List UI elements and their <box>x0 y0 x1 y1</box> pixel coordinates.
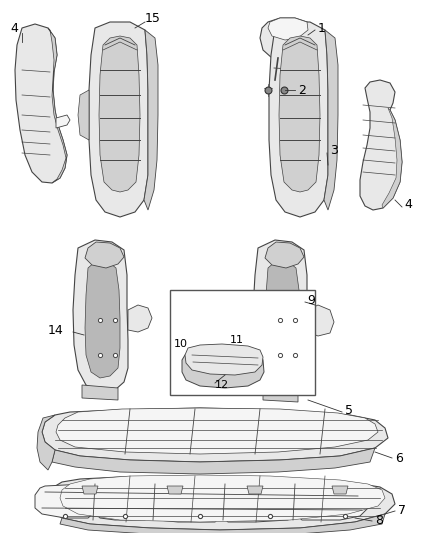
Polygon shape <box>15 24 67 183</box>
Polygon shape <box>99 36 140 192</box>
Polygon shape <box>182 348 264 388</box>
Polygon shape <box>56 408 378 454</box>
Polygon shape <box>82 385 118 400</box>
Polygon shape <box>332 486 348 494</box>
Polygon shape <box>37 415 55 470</box>
Polygon shape <box>260 18 313 62</box>
Polygon shape <box>265 260 300 378</box>
Text: 1: 1 <box>318 21 326 35</box>
Polygon shape <box>253 240 308 392</box>
Text: 7: 7 <box>398 504 406 516</box>
Text: 9: 9 <box>307 294 315 306</box>
Polygon shape <box>73 240 128 392</box>
Polygon shape <box>279 36 320 192</box>
Polygon shape <box>167 486 183 494</box>
Polygon shape <box>48 28 67 183</box>
Polygon shape <box>144 30 158 210</box>
Polygon shape <box>268 18 308 40</box>
Polygon shape <box>89 22 148 217</box>
Polygon shape <box>324 30 338 210</box>
Text: 3: 3 <box>330 143 338 157</box>
Text: 12: 12 <box>215 380 229 390</box>
Bar <box>170 290 315 395</box>
Text: 15: 15 <box>145 12 161 25</box>
Polygon shape <box>82 486 98 494</box>
Polygon shape <box>360 80 402 210</box>
Text: 8: 8 <box>375 513 383 527</box>
Polygon shape <box>35 483 368 522</box>
Text: 4: 4 <box>404 198 412 212</box>
Text: 5: 5 <box>345 403 353 416</box>
Text: 14: 14 <box>48 324 64 336</box>
Text: 6: 6 <box>395 451 403 464</box>
Polygon shape <box>78 90 89 140</box>
Polygon shape <box>60 514 385 533</box>
Polygon shape <box>56 115 70 128</box>
Polygon shape <box>269 22 328 217</box>
Text: 4: 4 <box>10 21 18 35</box>
Polygon shape <box>60 475 385 522</box>
Text: 2: 2 <box>298 84 306 96</box>
Polygon shape <box>48 476 395 530</box>
Text: 11: 11 <box>230 335 244 345</box>
Polygon shape <box>85 260 120 378</box>
Polygon shape <box>308 305 334 336</box>
Text: 10: 10 <box>174 339 188 349</box>
Polygon shape <box>42 408 388 462</box>
Polygon shape <box>265 242 304 268</box>
Polygon shape <box>263 385 298 402</box>
Polygon shape <box>382 108 402 208</box>
Polygon shape <box>185 344 263 375</box>
Polygon shape <box>52 448 375 474</box>
Polygon shape <box>128 305 152 332</box>
Polygon shape <box>85 242 124 268</box>
Polygon shape <box>247 486 263 494</box>
